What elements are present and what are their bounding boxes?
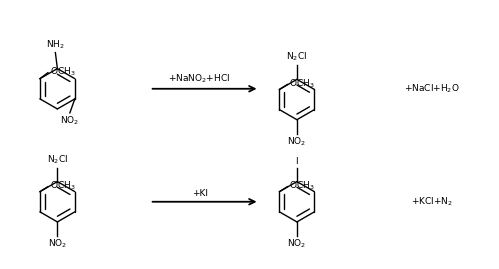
Text: NO$_2$: NO$_2$ <box>48 238 67 250</box>
Text: NO$_2$: NO$_2$ <box>287 238 306 250</box>
Text: I: I <box>295 157 298 166</box>
Text: +KCl+N$_2$: +KCl+N$_2$ <box>411 196 453 208</box>
Text: N$_2$Cl: N$_2$Cl <box>286 51 307 63</box>
Text: +KI: +KI <box>192 189 208 198</box>
Text: +NaCl+H$_2$O: +NaCl+H$_2$O <box>404 83 460 95</box>
Text: N$_2$Cl: N$_2$Cl <box>47 153 68 166</box>
Text: OCH$_3$: OCH$_3$ <box>289 179 315 192</box>
Text: NH$_2$: NH$_2$ <box>46 38 65 51</box>
Text: OCH$_3$: OCH$_3$ <box>50 65 76 78</box>
Text: OCH$_3$: OCH$_3$ <box>289 77 315 90</box>
Text: NO$_2$: NO$_2$ <box>60 115 79 127</box>
Text: NO$_2$: NO$_2$ <box>287 136 306 148</box>
Text: OCH$_3$: OCH$_3$ <box>50 179 76 192</box>
Text: +NaNO$_2$+HCl: +NaNO$_2$+HCl <box>169 72 231 85</box>
